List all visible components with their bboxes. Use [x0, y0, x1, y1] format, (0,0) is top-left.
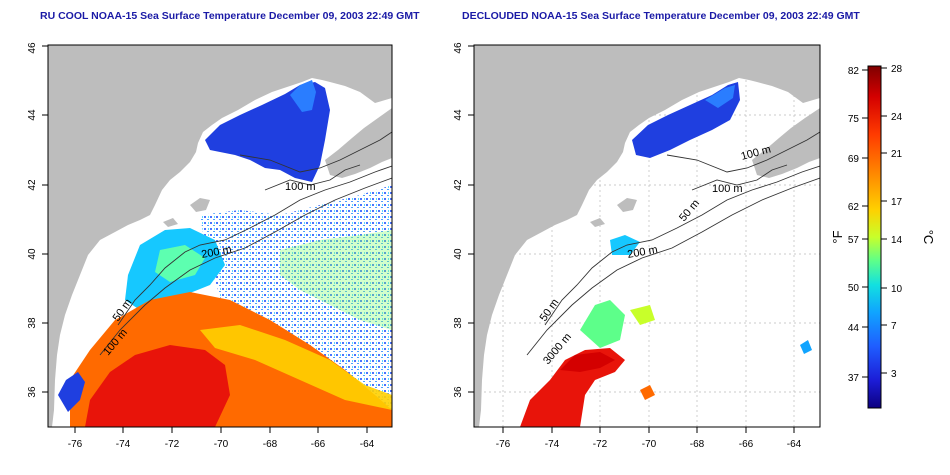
- colorbar-fahrenheit-ticks: 82 75 69 62 57 50 44 37: [848, 66, 868, 384]
- right-lat-tick-label: 42: [453, 179, 464, 191]
- left-map-title: RU COOL NOAA-15 Sea Surface Temperature …: [40, 10, 420, 22]
- colorbar-c-tick: 28: [891, 64, 903, 75]
- left-lon-tick-label: -72: [165, 439, 180, 450]
- left-lon-tick-label: -66: [311, 439, 326, 450]
- left-land: [48, 45, 392, 427]
- left-lat-tick-label: 44: [27, 109, 38, 121]
- left-lat-tick-label: 42: [27, 179, 38, 191]
- right-lon-tick-label: -66: [739, 439, 754, 450]
- left-lat-tick-label: 36: [27, 386, 38, 398]
- right-lat-tick-label: 38: [453, 317, 464, 329]
- colorbar-f-tick: 57: [848, 235, 860, 246]
- colorbar-f-tick: 75: [848, 114, 860, 125]
- right-contour-label-200m: 200 m: [626, 244, 658, 261]
- left-lon-tick-label: -64: [360, 439, 375, 450]
- left-contour-label-100m-2: 100 m: [285, 181, 316, 193]
- left-contour-label-200m: 200 m: [200, 244, 232, 261]
- right-lon-tick-label: -68: [690, 439, 705, 450]
- right-lat-ticks: 36 38 40 42 44 46: [453, 42, 474, 398]
- colorbar-celsius-label: °C: [921, 230, 936, 245]
- colorbar-fahrenheit-label: °F: [830, 230, 845, 243]
- right-lon-tick-label: -70: [642, 439, 657, 450]
- colorbar-f-tick: 69: [848, 154, 860, 165]
- colorbar: 82 75 69 62 57 50 44 37 28 24 21 17 14 1…: [830, 64, 936, 409]
- left-lon-tick-label: -76: [68, 439, 83, 450]
- right-map: 50 m 3000 m 200 m 100 m 100 m 50 m: [473, 44, 821, 428]
- colorbar-c-tick: 24: [891, 112, 903, 123]
- left-lat-ticks: 36 38 40 42 44 46: [27, 42, 48, 398]
- colorbar-f-tick: 62: [848, 202, 860, 213]
- colorbar-f-tick: 50: [848, 283, 860, 294]
- left-lon-tick-label: -70: [214, 439, 229, 450]
- colorbar-c-tick: 17: [891, 197, 903, 208]
- colorbar-f-tick: 82: [848, 66, 860, 77]
- colorbar-c-tick: 7: [891, 321, 897, 332]
- left-cloud-noise: [200, 185, 392, 427]
- right-lat-tick-label: 36: [453, 386, 464, 398]
- colorbar-c-tick: 21: [891, 149, 903, 160]
- right-lon-tick-label: -74: [545, 439, 560, 450]
- left-lon-tick-label: -68: [263, 439, 278, 450]
- right-lat-tick-label: 44: [453, 109, 464, 121]
- right-land-nova-scotia: [752, 108, 820, 178]
- right-contour-label-100m: 100 m: [712, 183, 743, 195]
- left-map: 50 m 100 m 200 m 100 m: [47, 44, 393, 428]
- colorbar-gradient: [867, 65, 882, 409]
- right-lon-ticks: -76 -74 -72 -70 -68 -66 -64: [496, 427, 802, 450]
- right-lat-tick-label: 46: [453, 42, 464, 54]
- right-lat-tick-label: 40: [453, 248, 464, 260]
- left-lon-ticks: -76 -74 -72 -70 -68 -66 -64: [68, 427, 375, 450]
- colorbar-f-tick: 37: [848, 373, 860, 384]
- right-map-title: DECLOUDED NOAA-15 Sea Surface Temperatur…: [462, 10, 860, 22]
- colorbar-f-tick: 44: [848, 323, 860, 334]
- left-lat-tick-label: 38: [27, 317, 38, 329]
- right-land: [474, 45, 820, 427]
- right-lon-tick-label: -64: [787, 439, 802, 450]
- left-land-nova-scotia: [325, 108, 392, 178]
- right-lon-tick-label: -76: [496, 439, 511, 450]
- left-lat-tick-label: 40: [27, 248, 38, 260]
- colorbar-c-tick: 10: [891, 284, 903, 295]
- left-lat-tick-label: 46: [27, 42, 38, 54]
- left-lon-tick-label: -74: [116, 439, 131, 450]
- colorbar-c-tick: 3: [891, 369, 897, 380]
- colorbar-celsius-ticks: 28 24 21 17 14 10 7 3: [881, 64, 903, 380]
- right-lon-tick-label: -72: [593, 439, 608, 450]
- colorbar-c-tick: 14: [891, 235, 903, 246]
